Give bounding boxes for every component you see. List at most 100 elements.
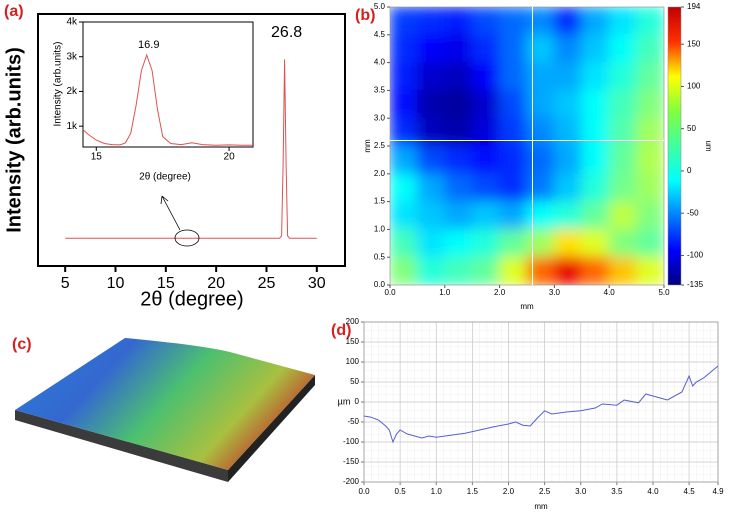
y-axis-label: µm <box>338 396 351 406</box>
y-tick-label: 3.5 <box>374 86 386 95</box>
colorbar-tick-label: -100 <box>687 251 704 260</box>
inset-peak-label: 16.9 <box>138 39 159 51</box>
x-tick-label: 25 <box>258 275 276 292</box>
heatmap-cell <box>526 89 555 119</box>
heatmap-cell <box>608 89 638 119</box>
heatmap-cell <box>390 228 418 258</box>
heatmap-cell <box>581 173 610 203</box>
x-tick-label: 20 <box>224 152 236 163</box>
y-tick-label: 2.5 <box>374 141 386 150</box>
heatmap-cell <box>416 228 446 258</box>
x-tick-label: 0.5 <box>395 487 407 496</box>
heatmap-cell <box>499 89 528 119</box>
colorbar-label: um <box>704 140 713 151</box>
profile-line <box>363 365 719 444</box>
y-tick-label: 4.5 <box>374 30 386 39</box>
heatmap-cell <box>636 201 664 230</box>
inset-x-label: 2θ (degree) <box>139 172 191 183</box>
y-tick-label: 0.0 <box>374 280 386 289</box>
heatmap-cell <box>471 117 501 147</box>
heatmap-cell <box>444 145 473 175</box>
heatmap-cell <box>581 62 610 91</box>
heatmap-cell <box>553 34 583 64</box>
x-tick-label: 2.0 <box>503 487 515 496</box>
heatmap-cell <box>608 173 638 203</box>
heatmap-cell <box>499 173 528 203</box>
y-tick-label: 50 <box>350 377 359 386</box>
heatmap-cell <box>526 256 555 285</box>
heatmap-cell <box>499 201 528 230</box>
heatmap-cell <box>526 7 555 36</box>
heatmap-cell <box>499 62 528 91</box>
colorbar-tick-label: 0 <box>687 166 692 175</box>
heatmap-cell <box>581 256 610 285</box>
heatmap-cell <box>636 145 664 175</box>
heatmap-cell <box>553 228 583 258</box>
heatmap-cell <box>499 145 528 175</box>
heatmap-cell <box>636 34 664 64</box>
heatmap-blur <box>390 7 664 285</box>
heatmap-cell <box>390 34 418 64</box>
heatmap-cell <box>608 145 638 175</box>
y-tick-label: 0.5 <box>374 252 386 261</box>
heatmap-cell <box>553 145 583 175</box>
x-axis-label: mm <box>520 302 534 311</box>
y-axis-label: Intensity (arb.units) <box>3 47 25 233</box>
panel-label: (b) <box>355 7 375 24</box>
x-tick-label: 3.0 <box>575 487 587 496</box>
inset-frame <box>82 21 254 148</box>
inset-line <box>82 53 253 146</box>
heatmap-cell <box>526 173 555 203</box>
heatmap-cell <box>581 201 610 230</box>
heatmap-cell <box>526 62 555 91</box>
y-tick-label: 2.0 <box>374 169 386 178</box>
x-tick-label: 0.0 <box>384 288 396 297</box>
x-tick-label: 3.5 <box>611 487 623 496</box>
heatmap-cell <box>471 173 501 203</box>
heatmap-cell <box>471 89 501 119</box>
heatmap-cell <box>416 89 446 119</box>
y-tick-label: 1k <box>66 121 78 132</box>
heatmap-cell <box>416 201 446 230</box>
colorbar-tick-label: 194 <box>687 2 701 11</box>
heatmap-cell <box>471 145 501 175</box>
zoom-circle <box>174 229 200 247</box>
heatmap-cell <box>608 62 638 91</box>
y-tick-label: 4k <box>66 17 78 28</box>
heatmap-cell <box>444 89 473 119</box>
xrd-line <box>65 59 317 239</box>
heatmap-cell <box>636 228 664 258</box>
heatmap-cell <box>390 89 418 119</box>
heatmap-cell <box>553 201 583 230</box>
peak-label: 26.8 <box>271 24 302 41</box>
heatmap-cell <box>471 228 501 258</box>
heatmap-cell <box>416 34 446 64</box>
heatmap-cell <box>471 34 501 64</box>
y-tick-label: 0 <box>355 397 360 406</box>
heatmap-cell <box>526 117 555 147</box>
heatmap-cell <box>553 117 583 147</box>
heatmap-cell <box>608 228 638 258</box>
panel-label: (a) <box>4 3 24 20</box>
heatmap-cell <box>416 145 446 175</box>
x-tick-label: 10 <box>107 275 125 292</box>
zoom-arrow <box>160 195 181 231</box>
heatmap-cell <box>471 7 501 36</box>
inset-y-label: Intensity (arb.units) <box>53 41 64 126</box>
heatmap-cell <box>444 7 473 36</box>
x-tick-label: 4.0 <box>647 487 659 496</box>
colorbar-tick-label: -50 <box>687 208 699 217</box>
x-tick-label: 15 <box>91 152 103 163</box>
y-tick-label: 3k <box>66 51 78 62</box>
y-tick-label: 1.0 <box>374 225 386 234</box>
heatmap-cell <box>444 228 473 258</box>
heatmap-cell <box>581 34 610 64</box>
heatmap-cell <box>636 173 664 203</box>
heatmap-cell <box>390 173 418 203</box>
colorbar-tick-label: 150 <box>687 39 701 48</box>
heatmap-cell <box>390 7 418 36</box>
y-tick-label: 4.0 <box>374 58 386 67</box>
heatmap-cell <box>444 62 473 91</box>
x-tick-label: 0.0 <box>358 487 370 496</box>
y-tick-label: 5.0 <box>374 2 386 11</box>
